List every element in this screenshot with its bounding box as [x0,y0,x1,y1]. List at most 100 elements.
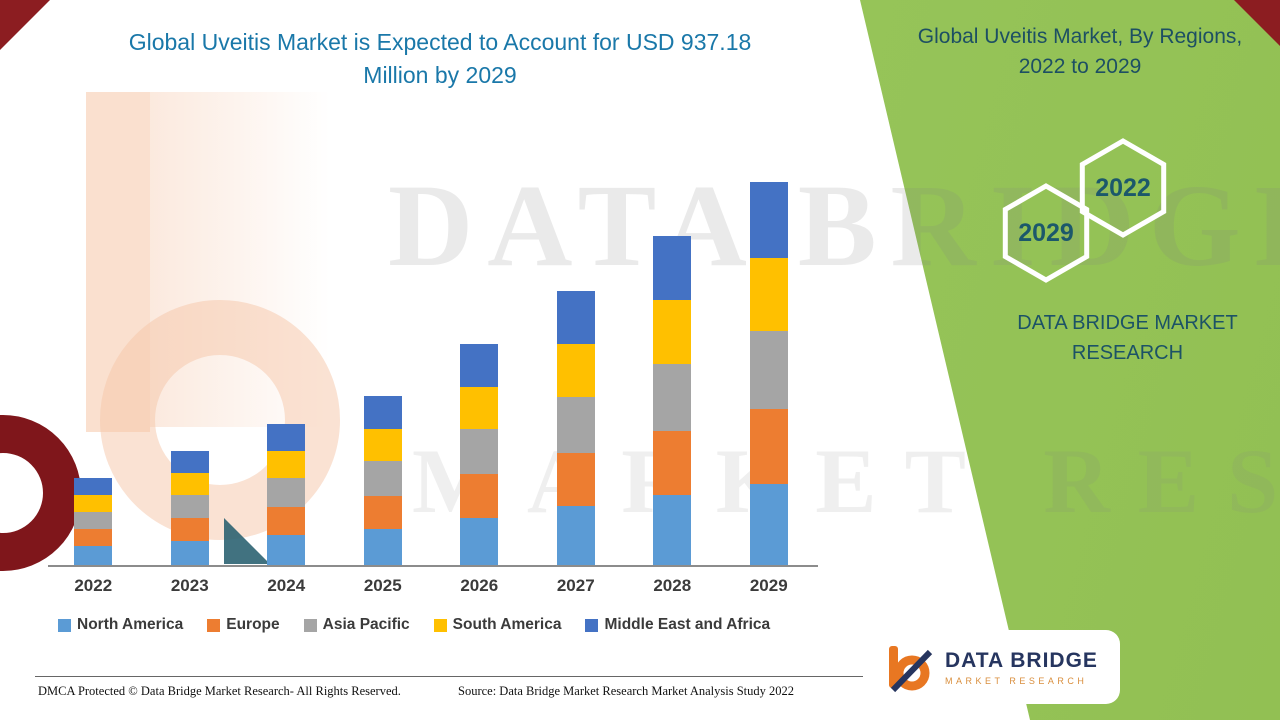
bar-segment-asia-pacific-2028 [653,363,692,431]
stacked-bar-2025 [363,395,402,565]
chart-legend: North America Europe Asia Pacific South Ame… [58,616,770,634]
legend-swatch-europe [207,618,221,632]
x-axis-label-2026: 2026 [460,576,499,595]
stacked-bar-2028 [653,236,692,565]
bar-segment-south-america-2029 [749,257,788,332]
legend-label-europe: Europe [226,616,280,633]
bar-column-2024 [238,173,335,565]
bar-segment-middle-east-and-africa-2025 [363,395,402,429]
bar-segment-middle-east-and-africa-2023 [170,450,209,473]
legend-item-middle-east-and-africa: Middle East and Africa [585,616,770,634]
x-axis-label-2027: 2027 [556,576,595,595]
page-title: Global Uveitis Market is Expected to Acc… [55,26,825,92]
stacked-bar-2022 [74,478,113,565]
page-title-line2: Million by 2029 [363,62,517,88]
legend-item-north-america: North America [58,616,183,634]
x-axis-label-2022: 2022 [74,576,113,595]
legend-swatch-asia-pacific [303,618,317,632]
bar-segment-middle-east-and-africa-2026 [460,344,499,387]
bar-segment-asia-pacific-2029 [749,331,788,410]
bar-segment-north-america-2023 [170,540,209,565]
bar-segment-middle-east-and-africa-2028 [653,236,692,301]
bar-segment-south-america-2028 [653,300,692,364]
legend-swatch-middle-east-and-africa [585,618,599,632]
bar-segment-north-america-2026 [460,517,499,565]
bar-segment-north-america-2022 [74,546,113,565]
page-title-line1: Global Uveitis Market is Expected to Acc… [128,29,752,55]
logo-subtitle: MARKET RESEARCH [945,675,1088,686]
legend-swatch-south-america [433,618,447,632]
side-panel-heading: Global Uveitis Market, By Regions, 2022 … [888,22,1272,82]
stacked-bar-2024 [267,423,306,565]
x-axis-label-2025: 2025 [363,576,402,595]
x-axis-label-2023: 2023 [170,576,209,595]
hexagon-year-2022: 2022 [1095,174,1151,202]
bar-segment-south-america-2023 [170,472,209,495]
legend-label-middle-east-and-africa: Middle East and Africa [604,616,771,633]
bar-segment-europe-2029 [749,409,788,484]
data-bridge-logo: DATA BRIDGE MARKET RESEARCH [870,630,1120,704]
stacked-bar-2027 [556,290,595,565]
bar-column-2027 [528,173,625,565]
source-note: Source: Data Bridge Market Research Mark… [458,684,795,698]
bar-segment-south-america-2025 [363,428,402,462]
x-axis-labels: 2022 2023 2024 2025 2026 2027 2028 2029 [45,576,817,596]
bar-segment-asia-pacific-2024 [267,478,306,508]
bar-segment-europe-2026 [460,474,499,518]
legend-item-asia-pacific: Asia Pacific [303,616,410,634]
bar-column-2028 [624,173,721,565]
legend-item-europe: Europe [207,616,280,634]
side-panel-heading-line1: Global Uveitis Market, By Regions, [917,25,1243,48]
hexagon-2029-outline [1002,183,1090,283]
stacked-bar-2026 [460,344,499,565]
bar-segment-asia-pacific-2023 [170,494,209,518]
bar-column-2022 [45,173,142,565]
side-panel-brand-line1: DATA BRIDGE MARKET [1017,312,1238,334]
bar-segment-asia-pacific-2027 [556,396,595,453]
side-panel-heading-line2: 2022 to 2029 [1018,55,1142,78]
legend-label-north-america: North America [77,616,184,633]
x-axis-line [48,565,818,567]
bar-segment-south-america-2026 [460,386,499,430]
watermark-text-market-research: MARKET RESEARCH [412,430,1280,532]
bar-segment-europe-2024 [267,507,306,535]
legend-label-south-america: South America [452,616,562,633]
top-left-corner-accent [0,0,50,50]
bar-segment-north-america-2024 [267,534,306,565]
side-panel-brand-line2: RESEARCH [1071,342,1184,364]
x-axis-label-2029: 2029 [749,576,788,595]
bar-segment-south-america-2022 [74,494,113,512]
bar-segment-europe-2023 [170,518,209,541]
data-bridge-logo-icon [889,646,933,693]
bar-column-2029 [721,173,818,565]
bar-column-2026 [431,173,528,565]
bar-segment-north-america-2028 [653,494,692,565]
watermark-text-data-bridge: DATA BRIDGE [388,160,1280,291]
bar-segment-north-america-2029 [749,483,788,565]
legend-swatch-north-america [58,618,71,632]
bar-segment-asia-pacific-2026 [460,429,499,475]
bar-column-2023 [142,173,239,565]
stacked-bar-2023 [170,450,209,565]
bar-segment-europe-2025 [363,495,402,529]
x-axis-label-2028: 2028 [653,576,692,595]
footer-divider [35,676,863,677]
bar-segment-north-america-2027 [556,506,595,565]
bar-segment-middle-east-and-africa-2024 [267,423,306,452]
stacked-bar-2029 [749,182,788,565]
hexagons-graphic [1002,138,1167,283]
bar-segment-south-america-2024 [267,451,306,479]
bar-segment-north-america-2025 [363,528,402,565]
hexagon-year-2029: 2029 [1018,219,1074,247]
bar-segment-europe-2022 [74,529,113,547]
logo-name: DATA BRIDGE [945,648,1098,672]
bar-segment-middle-east-and-africa-2022 [74,478,113,495]
hexagon-2022-outline [1079,138,1167,238]
legend-item-south-america: South America [433,616,562,634]
x-axis-label-2024: 2024 [267,576,306,595]
bar-segment-europe-2027 [556,452,595,507]
bar-segment-middle-east-and-africa-2029 [749,182,788,258]
side-panel-brand: DATA BRIDGE MARKET RESEARCH [985,308,1270,368]
bar-segment-europe-2028 [653,430,692,495]
